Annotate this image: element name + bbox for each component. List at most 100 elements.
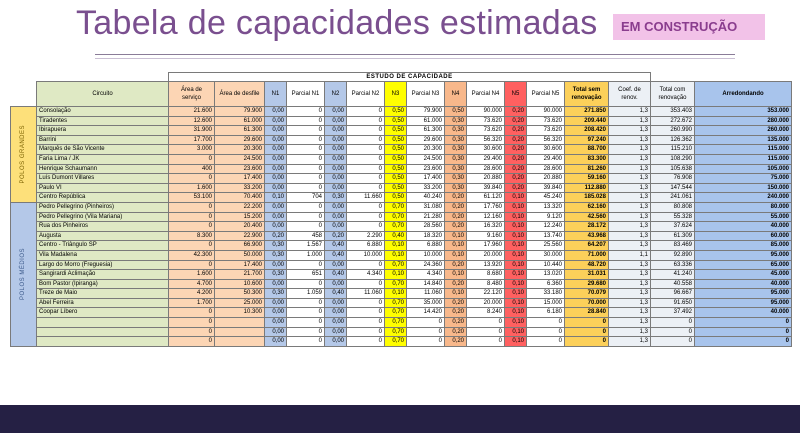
cell-parade-area — [214, 317, 265, 328]
cell-service-area: 0 — [168, 211, 215, 223]
cell-total-no-renewal: 64.207 — [564, 240, 609, 251]
cell-n5: 0,10 — [504, 336, 527, 347]
cell-n5: 0,20 — [504, 134, 527, 146]
cell-circuit — [36, 336, 169, 347]
cell-total-with-renewal: 126.362 — [650, 134, 696, 146]
cell-service-area: 3.000 — [168, 144, 215, 155]
header-circuit: Circuito — [36, 81, 169, 107]
table-row: Rua dos Pinheiros 0 20.400 0,00 0 0,00 0 0,70 28… — [11, 221, 793, 232]
cell-rounded: 40.000 — [694, 307, 793, 319]
cell-partial-n2: 0 — [346, 317, 385, 328]
cell-n3: 0,10 — [384, 240, 407, 251]
cell-total-with-renewal: 41.240 — [650, 269, 696, 280]
cell-service-area: 0 — [168, 326, 215, 338]
cell-n1: 0,30 — [264, 240, 287, 251]
cell-partial-n4: 13.920 — [466, 259, 505, 271]
cell-partial-n2: 0 — [346, 307, 385, 319]
cell-circuit — [36, 317, 169, 328]
cell-circuit: Treze de Maio — [36, 288, 169, 299]
cell-partial-n4: 20.000 — [466, 297, 505, 309]
cell-n2: 0,00 — [324, 259, 347, 271]
cell-n4: 0,10 — [444, 249, 467, 261]
cell-renewal-coef: 1,3 — [607, 307, 652, 319]
table-caption: ESTUDO DE CAPACIDADE — [167, 72, 652, 82]
header-partial-n5: Parcial N5 — [526, 81, 565, 107]
cell-total-with-renewal: 0 — [650, 336, 696, 347]
cell-partial-n2: 4.340 — [346, 269, 385, 280]
group-label: POLOS GRANDES — [10, 106, 37, 203]
cell-partial-n2: 0 — [346, 115, 385, 127]
cell-circuit: Vila Madalena — [36, 249, 169, 261]
cell-n3: 0,10 — [384, 249, 407, 261]
cell-total-with-renewal: 80.808 — [650, 201, 696, 213]
cell-partial-n1: 0 — [286, 307, 325, 319]
cell-partial-n1: 0 — [286, 153, 325, 165]
cell-renewal-coef: 1,3 — [607, 288, 652, 299]
cell-n3: 0,70 — [384, 201, 407, 213]
cell-partial-n5: 6.180 — [526, 307, 565, 319]
cell-n2: 0,40 — [324, 269, 347, 280]
header-partial-n2: Parcial N2 — [346, 81, 385, 107]
cell-partial-n3: 35.000 — [406, 297, 445, 309]
cell-n2: 0,00 — [324, 201, 347, 213]
cell-parade-area: 10.300 — [214, 307, 265, 319]
table-row: Centro República 53.100 70.400 0,10 704 0,30 1… — [11, 192, 793, 203]
cell-partial-n1: 458 — [286, 230, 325, 242]
cell-n2: 0,00 — [324, 125, 347, 136]
cell-n1: 0,00 — [264, 153, 287, 165]
cell-n3: 0,40 — [384, 230, 407, 242]
cell-rounded: 0 — [694, 336, 793, 347]
cell-rounded: 95.000 — [694, 297, 793, 309]
table-row: 0 0,00 0 0,00 0 0,70 0 0,20 0 0,10 0 0 1,3 0 0 — [11, 326, 793, 338]
cell-n2: 0,00 — [324, 317, 347, 328]
page-title: Tabela de capacidades estimadas — [76, 4, 598, 42]
table-row: 0 0,00 0 0,00 0 0,70 0 0,20 0 0,10 0 0 1,3 0 0 — [11, 317, 793, 328]
cell-n2: 0,30 — [324, 192, 347, 203]
cell-n2: 0,00 — [324, 144, 347, 155]
cell-parade-area: 25.000 — [214, 297, 265, 309]
cell-rounded: 0 — [694, 317, 793, 328]
cell-n1: 0,00 — [264, 163, 287, 175]
cell-partial-n5: 0 — [526, 326, 565, 338]
cell-partial-n4: 90.000 — [466, 106, 505, 117]
cell-n1: 0,00 — [264, 278, 287, 290]
cell-partial-n3: 21.280 — [406, 211, 445, 223]
cell-renewal-coef: 1,3 — [607, 240, 652, 251]
cell-partial-n2: 11.660 — [346, 192, 385, 203]
cell-rounded: 80.000 — [694, 201, 793, 213]
cell-n5: 0,10 — [504, 278, 527, 290]
cell-n3: 0,70 — [384, 317, 407, 328]
cell-total-no-renewal: 70.079 — [564, 288, 609, 299]
cell-total-with-renewal: 37.624 — [650, 221, 696, 232]
header-n3: N3 — [384, 81, 407, 107]
header-total-with-renewal: Total com renovação — [650, 81, 696, 107]
cell-rounded: 65.000 — [694, 259, 793, 271]
cell-partial-n5: 9.120 — [526, 211, 565, 223]
cell-n1: 0,20 — [264, 230, 287, 242]
cell-partial-n1: 1.000 — [286, 249, 325, 261]
cell-partial-n4: 8.480 — [466, 278, 505, 290]
cell-n3: 0,70 — [384, 307, 407, 319]
cell-circuit: Centro República — [36, 192, 169, 203]
cell-n4: 0,30 — [444, 134, 467, 146]
cell-partial-n5: 90.000 — [526, 106, 565, 117]
cell-circuit: Bom Pastor (Ipiranga) — [36, 278, 169, 290]
cell-n2: 0,00 — [324, 182, 347, 194]
cell-partial-n2: 11.060 — [346, 288, 385, 299]
cell-total-with-renewal: 108.290 — [650, 153, 696, 165]
cell-n3: 0,50 — [384, 182, 407, 194]
header-partial-n4: Parcial N4 — [466, 81, 505, 107]
cell-partial-n4: 0 — [466, 336, 505, 347]
cell-partial-n4: 17.960 — [466, 240, 505, 251]
cell-total-no-renewal: 112.880 — [564, 182, 609, 194]
cell-service-area: 1.600 — [168, 182, 215, 194]
cell-partial-n4: 20.000 — [466, 249, 505, 261]
cell-partial-n2: 10.000 — [346, 249, 385, 261]
group-label: POLOS MÉDIOS — [10, 201, 37, 347]
cell-renewal-coef: 1,3 — [607, 326, 652, 338]
cell-n5: 0,10 — [504, 221, 527, 232]
cell-partial-n1: 0 — [286, 297, 325, 309]
cell-n1: 0,00 — [264, 201, 287, 213]
cell-n4: 0,20 — [444, 297, 467, 309]
cell-n5: 0,20 — [504, 153, 527, 165]
